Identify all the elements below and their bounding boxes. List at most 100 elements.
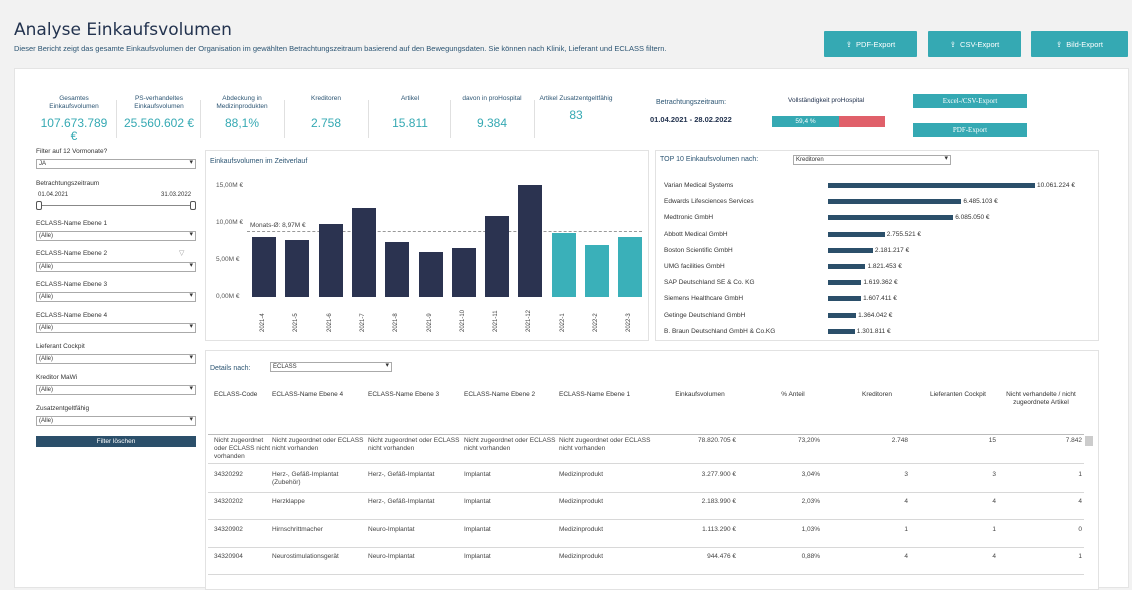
- table-cell: 1.113.290 €: [702, 526, 736, 533]
- table-cell: 34320902: [214, 526, 243, 533]
- x-tick-label: 2021-12: [526, 309, 533, 332]
- top10-bar[interactable]: [828, 231, 885, 237]
- chart-bar[interactable]: [252, 237, 276, 297]
- excel-export-button[interactable]: Excel-/CSV-Export: [913, 94, 1027, 108]
- average-line: [247, 230, 642, 232]
- table-cell: 1: [1078, 553, 1082, 560]
- details-selector[interactable]: ECLASS: [270, 362, 392, 372]
- top10-panel: [655, 150, 1099, 341]
- filter-e2-select[interactable]: (Alle): [36, 262, 196, 272]
- export-icon: ⇪: [845, 39, 853, 49]
- page-title: Analyse Einkaufsvolumen: [14, 20, 232, 40]
- divider: [368, 100, 369, 138]
- pdf-export-button[interactable]: ⇪ PDF-Export: [824, 31, 917, 57]
- top10-selector[interactable]: Kreditoren: [793, 155, 951, 165]
- kpi-creditors: Kreditoren 2.758: [288, 95, 364, 130]
- table-scrollbar[interactable]: [1085, 436, 1093, 446]
- filter-e4-select[interactable]: (Alle): [36, 323, 196, 333]
- top10-bar[interactable]: [828, 183, 1035, 188]
- slider-handle-end[interactable]: [190, 201, 196, 210]
- x-tick-label: 2021-6: [326, 313, 333, 332]
- kpi-value: 25.560.602 €: [123, 116, 195, 130]
- kpi-prohospital: davon in proHospital 9.384: [454, 95, 530, 130]
- table-cell: 34320292: [214, 471, 243, 478]
- pdf-export-side-button[interactable]: PDF-Export: [913, 123, 1027, 137]
- details-panel: [205, 350, 1099, 590]
- chart-bar[interactable]: [318, 224, 343, 297]
- chart-bar[interactable]: [418, 251, 443, 297]
- kpi-label: Kreditoren: [311, 95, 341, 102]
- table-cell: 0: [1078, 526, 1082, 533]
- chart-bar[interactable]: [351, 208, 376, 297]
- csv-export-button[interactable]: ⇪ CSV-Export: [928, 31, 1021, 57]
- table-cell: 1: [904, 526, 908, 533]
- table-cell: Neurostimulationsgerät: [272, 553, 339, 560]
- table-cell: Herz-, Gefäß-Implantat: [368, 498, 435, 505]
- filter-lief-select[interactable]: (Alle): [36, 354, 196, 364]
- chart-bar[interactable]: [518, 185, 543, 297]
- filter-12-select[interactable]: JA: [36, 159, 196, 169]
- top10-bar[interactable]: [828, 296, 862, 302]
- period-slider[interactable]: [39, 205, 193, 206]
- chart-bar[interactable]: [618, 237, 643, 297]
- table-cell: Neuro-Implantat: [368, 553, 415, 560]
- kpi-value: 2.758: [310, 116, 342, 130]
- chart-bar[interactable]: [585, 245, 609, 297]
- table-cell: Herzklappe: [272, 498, 305, 505]
- filter-period-label: Betrachtungszeitraum: [36, 180, 100, 187]
- image-export-label: Bild-Export: [1066, 39, 1103, 49]
- chart-bar[interactable]: [485, 216, 510, 297]
- time-chart-title: Einkaufsvolumen im Zeitverlauf: [210, 158, 308, 165]
- filter-kred-select[interactable]: (Alle): [36, 385, 196, 395]
- table-cell: 7.842: [1065, 437, 1082, 444]
- x-tick-label: 2022-1: [559, 313, 566, 332]
- table-cell: 3,04%: [801, 471, 820, 478]
- top10-bar[interactable]: [828, 264, 866, 269]
- top10-value: 1.364.042 €: [858, 311, 893, 319]
- top10-name: Boston Scientific GmbH: [664, 246, 733, 254]
- table-header-cell: % Anteil: [781, 391, 805, 398]
- filter-e1-select[interactable]: (Alle): [36, 231, 196, 241]
- top10-bar[interactable]: [828, 215, 954, 221]
- kpi-label: Abdeckung in Medizinprodukten: [216, 95, 268, 110]
- filter-zus-select[interactable]: (Alle): [36, 416, 196, 426]
- top10-bar[interactable]: [828, 199, 962, 205]
- x-tick-label: 2021-10: [459, 309, 466, 332]
- filter-e3-select[interactable]: (Alle): [36, 292, 196, 302]
- filter-e2-label: ECLASS-Name Ebene 2: [36, 250, 108, 257]
- page-subtitle: Dieser Bericht zeigt das gesamte Einkauf…: [14, 44, 667, 53]
- kpi-coverage: Abdeckung in Medizinprodukten 88,1%: [204, 95, 280, 130]
- chart-bar[interactable]: [385, 242, 410, 297]
- top10-bar[interactable]: [828, 312, 857, 318]
- chart-bar[interactable]: [285, 240, 310, 297]
- table-cell: Nicht zugeordnet oder ECLASS nicht vorha…: [559, 437, 651, 452]
- table-header-cell: Kreditoren: [862, 391, 892, 398]
- top10-value: 1.619.362 €: [863, 279, 898, 287]
- clear-filters-button[interactable]: Filter löschen: [36, 436, 196, 447]
- top10-value: 2.755.521 €: [886, 230, 922, 238]
- table-cell: 3: [992, 471, 996, 478]
- completeness-fill: 59,4 %: [772, 116, 840, 127]
- top10-bar[interactable]: [828, 247, 873, 253]
- completeness-label: Vollständigkeit proHospital: [788, 97, 865, 104]
- table-cell: Implantat: [464, 526, 491, 533]
- filter-e1-label: ECLASS-Name Ebene 1: [36, 220, 108, 227]
- table-header-cell: Nicht verhandelte / nicht zugeordnete Ar…: [1006, 391, 1076, 406]
- kpi-value: 107.673.789 €: [40, 116, 108, 143]
- top10-bar[interactable]: [828, 280, 862, 286]
- filter-funnel-icon[interactable]: ▽: [179, 250, 185, 257]
- top10-bar[interactable]: [828, 328, 855, 334]
- kpi-articles: Artikel 15.811: [372, 95, 448, 130]
- table-row-divider: [208, 574, 1084, 575]
- y-tick-label: 15,00M €: [216, 182, 244, 189]
- chart-bar[interactable]: [451, 248, 476, 297]
- image-export-button[interactable]: ⇪ Bild-Export: [1031, 31, 1128, 57]
- export-icon: ⇪: [1056, 39, 1063, 49]
- x-tick-label: 2021-7: [359, 313, 366, 332]
- table-cell: 4: [904, 498, 908, 505]
- filter-e3-label: ECLASS-Name Ebene 3: [36, 281, 108, 288]
- export-icon: ⇪: [949, 39, 957, 49]
- slider-handle-start[interactable]: [36, 201, 42, 210]
- chart-bar[interactable]: [551, 233, 576, 297]
- kpi-total: Gesamtes Einkaufsvolumen 107.673.789 €: [36, 95, 112, 143]
